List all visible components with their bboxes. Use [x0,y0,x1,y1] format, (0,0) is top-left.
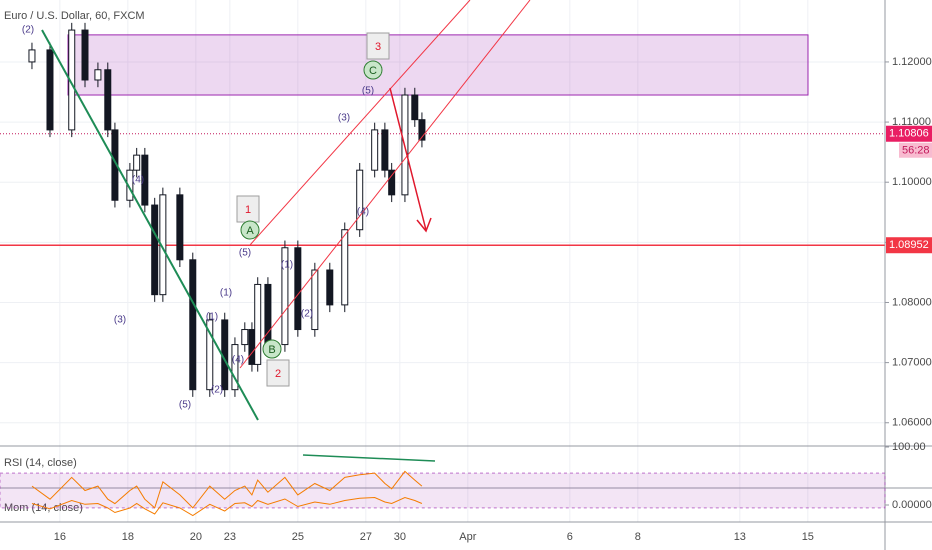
price-label-box [886,125,932,142]
wave-label: (2) [22,25,34,36]
candle-body [151,204,159,296]
candle-body [356,169,364,231]
candle-body [81,29,89,81]
rsi-title: RSI (14, close) [4,457,77,469]
price-pane [0,22,885,397]
y-tick-label: 1.07000 [892,357,932,369]
wave-label: (5) [179,400,191,411]
candle-body [381,129,389,171]
wave-label: B [268,344,275,356]
wave-label: (4) [232,355,244,366]
wave-label: (4) [132,175,144,186]
level-label-box [886,237,932,254]
wave-label: (4) [357,207,369,218]
wave-label: (3) [338,113,350,124]
countdown-box [899,142,932,158]
candle-body [341,229,349,306]
candle-body [326,269,334,306]
wave-label: (2) [301,309,313,320]
wave-box [366,32,390,60]
y-tick-label: 1.10000 [892,176,932,188]
candle-body [418,119,426,141]
candle-body [294,247,302,331]
annotations: (2) (3) (4) (5) (1) (2) (1) (4) (5) (1) (2) (3) (4) (… [22,25,390,411]
x-tick-label: 8 [635,531,641,543]
y-tick-label: 1.06000 [892,417,932,429]
forecast-arrow [389,87,427,231]
level-label: 1.08952 [889,239,929,251]
candle-body [388,169,396,196]
candle-body [411,94,419,121]
channel-upper [249,0,471,246]
channel-lower [239,0,531,369]
x-tick-label: 13 [734,531,746,543]
rsi-divergence-line [302,454,436,462]
x-tick-label: 27 [360,531,372,543]
grid [0,0,885,522]
mom-line [31,496,423,517]
x-tick-label: 15 [802,531,814,543]
countdown: 56:28 [902,145,930,157]
candle-body [371,129,379,171]
arrow-head [416,217,432,233]
candle-body [231,344,239,391]
trend-line [41,29,259,421]
wave-label: C [369,65,377,77]
x-tick-label: 20 [190,531,202,543]
candle-body [241,329,249,346]
candle-body [248,329,256,365]
y-tick-label: 0.00000 [892,499,932,511]
wave-box [266,359,290,387]
x-tick-label: 25 [292,531,304,543]
wave-label: 2 [275,368,281,380]
candle-body [133,154,141,171]
x-tick-label: 30 [394,531,406,543]
wave-label: 1 [245,204,251,216]
x-tick-label: 18 [122,531,134,543]
candle-body [254,283,262,365]
x-tick-label: 6 [567,531,573,543]
rsi-line [31,470,423,509]
candle-body [46,49,54,131]
price-label: 1.10806 [889,128,929,140]
candle-body [176,194,184,261]
wave-label: A [246,225,254,237]
y-tick-label: 100.00 [892,441,926,453]
wave-label: (3) [114,315,126,326]
y-tick-label: 1.08000 [892,296,932,308]
candle-body [189,259,197,391]
wave-label: 3 [375,41,381,53]
y-tick-label: 1.12000 [892,56,932,68]
wave-circle [363,60,383,80]
wave-label: (1) [281,260,293,271]
wave-label: (1) [220,288,232,299]
candle-body [94,69,102,81]
wave-label: (1) [206,312,218,323]
mom-title: Mom (14, close) [4,502,83,514]
candle-body [311,269,319,331]
rsi-band [0,472,886,509]
wave-circle [240,220,260,240]
wave-circle [262,339,282,359]
candle-body [28,49,36,63]
resistance-zone [67,34,809,96]
x-tick-label: 16 [54,531,66,543]
candle-body [141,154,149,206]
wave-label: (5) [362,86,374,97]
y-tick-label: 1.11000 [892,116,931,128]
wave-label: (5) [239,248,251,259]
candle-body [206,319,214,391]
chart-title: Euro / U.S. Dollar, 60, FXCM [4,10,145,22]
candle-body [104,69,112,131]
wave-label: (2) [211,385,223,396]
x-tick-label: 23 [224,531,236,543]
candle-body [281,247,289,346]
x-tick-label: Apr [459,531,476,543]
